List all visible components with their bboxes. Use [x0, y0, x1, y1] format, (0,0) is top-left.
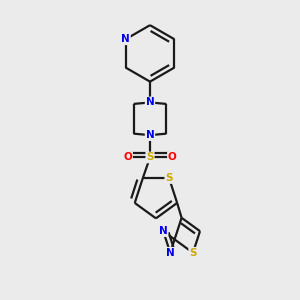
Text: N: N: [146, 130, 154, 140]
Text: S: S: [165, 173, 173, 183]
Text: S: S: [189, 248, 197, 258]
Text: N: N: [146, 98, 154, 107]
Text: O: O: [123, 152, 132, 162]
Text: N: N: [121, 34, 130, 44]
Text: O: O: [168, 152, 177, 162]
Text: N: N: [159, 226, 168, 236]
Text: N: N: [166, 248, 175, 258]
Text: S: S: [146, 152, 154, 162]
